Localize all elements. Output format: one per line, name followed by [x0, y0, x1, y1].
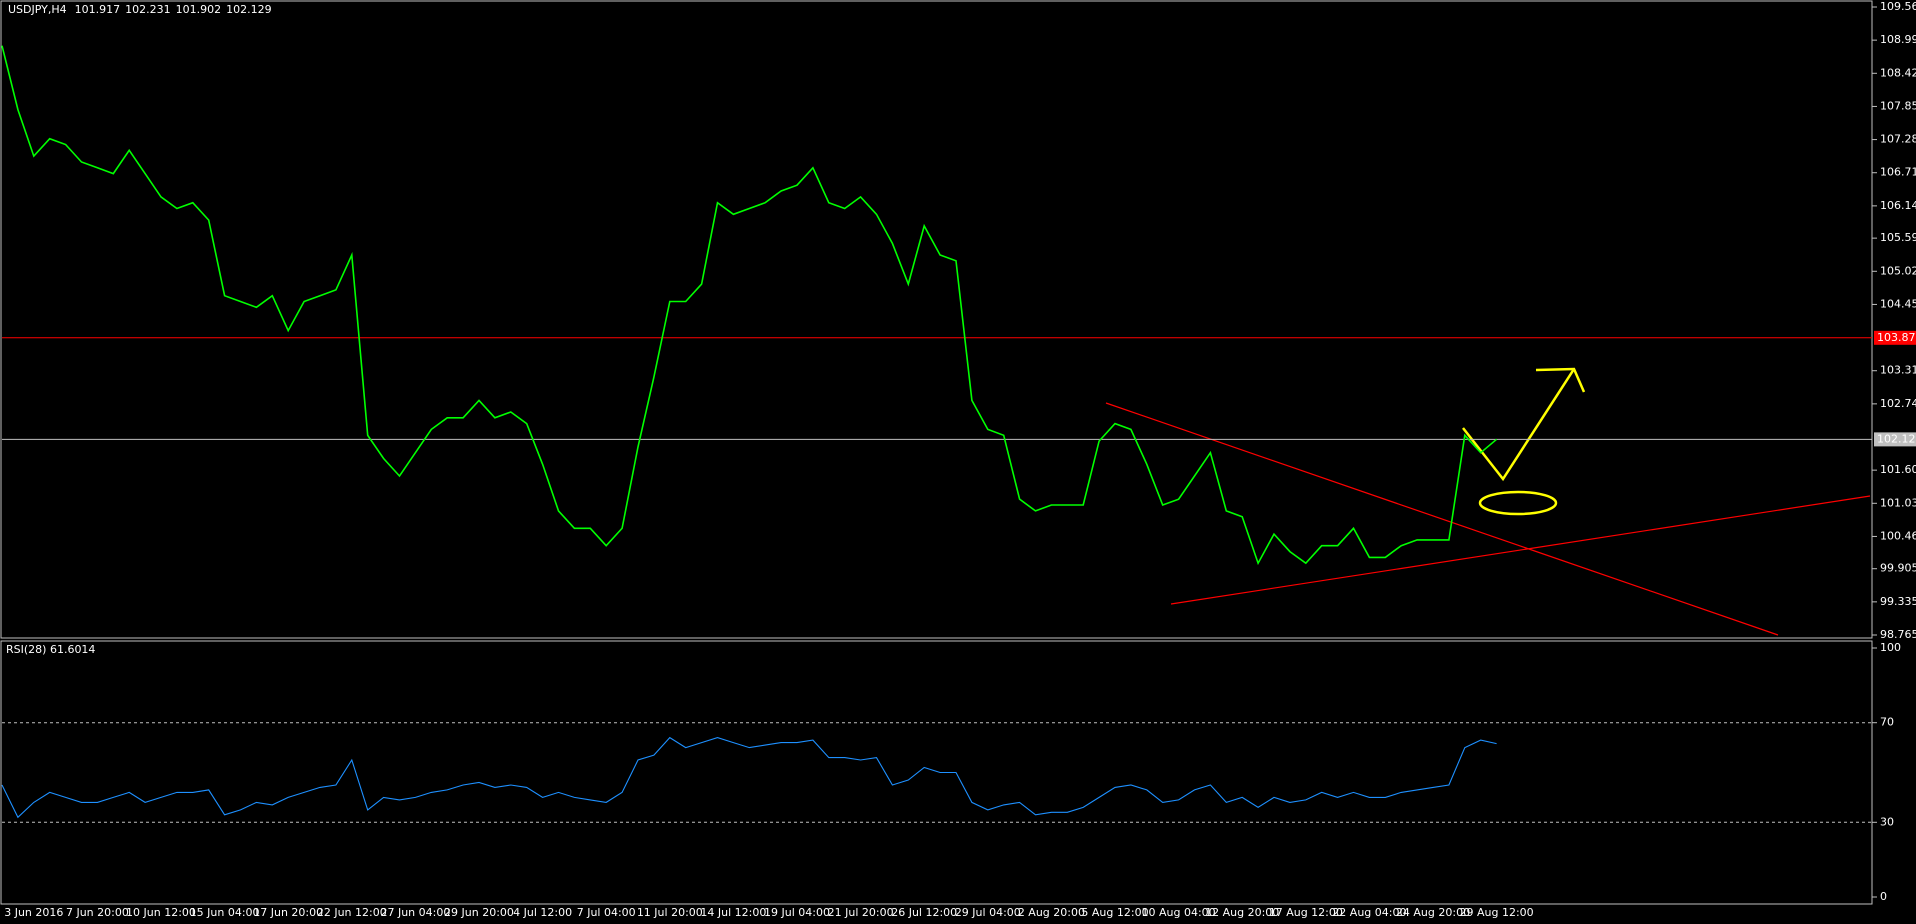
- y-tick-label: 105.020: [1880, 264, 1916, 277]
- x-tick-label: 4 Jul 12:00: [513, 906, 572, 919]
- y-tick-label: 109.565: [1880, 0, 1916, 13]
- x-tick-label: 10 Jun 12:00: [126, 906, 196, 919]
- x-tick-label: 15 Jun 04:00: [190, 906, 260, 919]
- y-tick-label: 100.460: [1880, 529, 1916, 542]
- x-tick-label: 17 Aug 12:00: [1269, 906, 1343, 919]
- arrow-head: [1535, 367, 1586, 393]
- x-tick-label: 11 Jul 20:00: [637, 906, 703, 919]
- y-tick-label: 98.765: [1880, 628, 1916, 641]
- forecast-arrow: [1462, 368, 1576, 482]
- price-level-box: [1874, 432, 1916, 447]
- target-ellipse: [1478, 490, 1558, 516]
- symbol-header: USDJPY,H4 101.917 102.231 101.902 102.129: [8, 3, 272, 16]
- y-tick-label: 106.145: [1880, 199, 1916, 212]
- x-tick-label: 29 Jul 04:00: [955, 906, 1021, 919]
- y-tick-label: 106.715: [1880, 166, 1916, 179]
- y-tick-label: 107.855: [1880, 99, 1916, 112]
- x-tick-label: 22 Aug 04:00: [1332, 906, 1406, 919]
- y-tick-label: 108.995: [1880, 33, 1916, 46]
- support-trendline: [1170, 495, 1871, 605]
- resistance-trendline: [1105, 402, 1779, 636]
- rsi-line: [1, 736, 1497, 819]
- ohlc-close: 102.129: [226, 3, 272, 16]
- x-tick-label: 29 Jun 20:00: [444, 906, 514, 919]
- y-tick-label: 102.740: [1880, 397, 1916, 410]
- x-tick-label: 7 Jul 04:00: [577, 906, 636, 919]
- y-tick-label: 105.590: [1880, 231, 1916, 244]
- x-tick-label: 10 Aug 04:00: [1142, 906, 1216, 919]
- ohlc-high: 102.231: [125, 3, 171, 16]
- x-tick-label: 17 Jun 20:00: [253, 906, 323, 919]
- y-tick-label: 70: [1880, 716, 1894, 729]
- rsi-title: RSI(28) 61.6014: [6, 643, 95, 656]
- x-tick-label: 5 Aug 12:00: [1081, 906, 1148, 919]
- rsi-panel: [0, 640, 1873, 905]
- ohlc-open: 101.917: [75, 3, 121, 16]
- x-tick-label: 24 Aug 20:00: [1396, 906, 1470, 919]
- symbol: USDJPY,H4: [8, 3, 67, 16]
- x-tick-label: 22 Jun 12:00: [317, 906, 387, 919]
- x-tick-label: 29 Aug 12:00: [1460, 906, 1534, 919]
- annotations: [1105, 367, 1871, 636]
- x-tick-label: 27 Jun 04:00: [380, 906, 450, 919]
- main-panel: [0, 0, 1873, 639]
- price-line: [1, 45, 1498, 566]
- y-tick-label: 101.030: [1880, 496, 1916, 509]
- x-tick-label: 3 Jun 2016: [4, 906, 63, 919]
- x-tick-label: 2 Aug 20:00: [1018, 906, 1085, 919]
- ohlc-low: 101.902: [176, 3, 222, 16]
- x-tick-label: 19 Jul 04:00: [764, 906, 830, 919]
- y-tick-label: 108.425: [1880, 66, 1916, 79]
- y-tick-label: 0: [1880, 890, 1887, 903]
- x-tick-label: 12 Aug 20:00: [1205, 906, 1279, 919]
- price-level-label: 103.876: [1877, 331, 1916, 344]
- y-tick-label: 100: [1880, 641, 1901, 654]
- y-tick-label: 99.335: [1880, 595, 1916, 608]
- x-tick-label: 26 Jul 12:00: [891, 906, 957, 919]
- x-tick-label: 14 Jul 12:00: [700, 906, 766, 919]
- y-tick-label: 107.285: [1880, 133, 1916, 146]
- y-tick-label: 101.600: [1880, 463, 1916, 476]
- y-tick-label: 104.450: [1880, 297, 1916, 310]
- y-tick-label: 103.310: [1880, 364, 1916, 377]
- price-level-box: [1874, 330, 1916, 345]
- x-tick-label: 7 Jun 20:00: [66, 906, 129, 919]
- y-tick-label: 99.905: [1880, 562, 1916, 575]
- price-level-label: 102.129: [1877, 432, 1916, 445]
- x-tick-label: 21 Jul 20:00: [828, 906, 894, 919]
- y-tick-label: 30: [1880, 815, 1894, 828]
